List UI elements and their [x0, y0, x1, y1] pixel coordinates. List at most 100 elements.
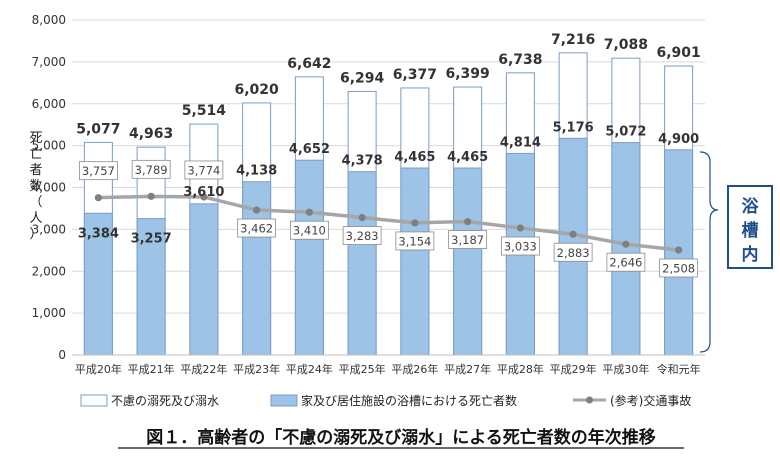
bar-bath-label: 4,814 [500, 135, 541, 150]
traffic-point [200, 193, 208, 201]
traffic-label-box [131, 159, 171, 179]
y-tick-label: 2,000 [32, 264, 66, 278]
traffic-point [147, 192, 155, 200]
traffic-label-box [553, 242, 593, 262]
traffic-point [253, 206, 261, 214]
traffic-value-label: 3,283 [346, 229, 379, 243]
bar-total-label: 5,077 [76, 121, 120, 137]
data-labels: 5,077 4,963 5,514 6,020 6,642 6,294 6,377 6,399… [76, 32, 701, 278]
bar-bath-label: 5,072 [605, 125, 646, 140]
traffic-label-box [289, 220, 329, 240]
traffic-value-label: 3,789 [135, 163, 168, 177]
traffic-point [516, 224, 524, 232]
bar-bath-label: 4,138 [236, 164, 277, 179]
annotation-char: 浴 [742, 196, 760, 217]
legend: 不慮の溺死及び溺水 家及び居住施設の浴槽における死亡者数 (参考)交通事故 [80, 393, 691, 408]
x-tick-label: 平成21年 [128, 362, 175, 376]
bath-annotation: 浴槽内 [699, 151, 773, 353]
traffic-polyline [98, 194, 679, 252]
bar-total-label: 7,216 [551, 32, 595, 48]
traffic-label-box [237, 218, 277, 238]
y-axis-label-char: 死 [29, 131, 42, 146]
y-axis-label-char: 者 [29, 163, 42, 178]
y-axis-label-text: 死亡者数（人） [29, 131, 42, 242]
bar-total-label: 6,642 [287, 56, 331, 72]
bar-bath [611, 142, 641, 356]
traffic-label-box [395, 231, 435, 251]
annotation-char: 内 [742, 244, 759, 265]
annotation-label: 浴槽内 [742, 196, 760, 265]
x-tick-label: 平成30年 [602, 362, 649, 376]
bar-bath [347, 171, 377, 356]
y-tick-label: 3,000 [32, 222, 66, 236]
bars [83, 52, 694, 356]
legend-swatch-bath [270, 394, 298, 407]
bar-bath [294, 159, 324, 356]
traffic-point [358, 213, 366, 222]
bar-total-label: 7,088 [604, 37, 648, 53]
legend-label-total: 不慮の溺死及び溺水 [111, 394, 219, 408]
bar-bath [189, 203, 219, 356]
traffic-value-label: 3,757 [82, 164, 115, 178]
traffic-point [464, 217, 472, 226]
traffic-label-box [448, 230, 488, 249]
bar-bath-label: 5,176 [553, 120, 594, 135]
y-axis-label: 死亡者数（人） [29, 131, 42, 242]
annotation-box [727, 185, 773, 269]
bar-bath [136, 218, 166, 356]
x-tick-label: 平成23年 [233, 362, 280, 376]
bar-bath-label: 4,378 [342, 154, 383, 169]
annotation-brace [699, 151, 719, 353]
y-axis-label-char: 亡 [29, 147, 42, 162]
legend-label-traffic: (参考)交通事故 [610, 393, 691, 408]
traffic-point [94, 194, 102, 202]
y-tick-label: 1,000 [32, 306, 66, 320]
y-tick-label: 8,000 [32, 13, 66, 27]
traffic-point [305, 208, 313, 216]
y-tick-label: 6,000 [32, 97, 66, 111]
figure-caption-text: 図１．高齢者の「不慮の溺死及び溺水」による死亡者数の年次推移 [146, 427, 656, 448]
traffic-label-box [659, 258, 699, 278]
traffic-label-box [500, 236, 540, 256]
traffic-value-label: 3,410 [293, 224, 326, 238]
x-tick-label: 平成27年 [444, 362, 491, 376]
x-tick-label: 平成25年 [339, 362, 386, 376]
y-tick-label: 4,000 [32, 181, 66, 195]
legend-swatch-total [80, 394, 108, 407]
traffic-point [622, 240, 630, 248]
bar-bath-label: 3,384 [78, 226, 119, 241]
y-axis-label-char: ） [29, 227, 42, 242]
y-axis-label-char: 数 [29, 179, 42, 194]
traffic-value-label: 2,883 [557, 246, 590, 260]
traffic-value-label: 3,033 [504, 239, 537, 253]
bar-total-label: 6,399 [445, 66, 489, 82]
y-tick-label: 7,000 [32, 55, 66, 69]
bar-total-label: 6,020 [234, 82, 279, 98]
bar-bath [453, 167, 483, 356]
annotation-char: 槽 [742, 220, 759, 241]
x-tick-label: 平成24年 [286, 362, 333, 376]
bar-bath [400, 167, 430, 356]
x-tick-label: 平成22年 [180, 362, 227, 376]
x-tick-label: 平成26年 [391, 362, 438, 376]
traffic-value-label: 2,646 [609, 256, 642, 270]
traffic-label-box [606, 252, 646, 272]
figure-caption: 図１．高齢者の「不慮の溺死及び溺水」による死亡者数の年次推移 [118, 427, 684, 449]
x-tick-label: 令和元年 [657, 362, 701, 376]
traffic-label-box [342, 226, 382, 245]
traffic-value-label: 3,187 [451, 233, 484, 247]
traffic-value-label: 2,508 [662, 261, 695, 275]
traffic-point [411, 219, 419, 227]
traffic-label-box [184, 160, 224, 180]
y-axis-label-char: 人 [29, 211, 42, 226]
traffic-line [94, 192, 683, 254]
x-tick-label: 平成28年 [497, 362, 544, 376]
bar-total-label: 6,901 [656, 45, 700, 61]
traffic-value-label: 3,774 [187, 163, 220, 177]
bar-bath-label: 4,652 [289, 142, 330, 157]
x-tick-label: 平成29年 [550, 362, 597, 376]
traffic-value-label: 3,462 [240, 222, 273, 236]
legend-label-bath: 家及び居住施設の浴槽における死亡者数 [301, 393, 517, 408]
y-tick-label: 5,000 [32, 139, 66, 153]
